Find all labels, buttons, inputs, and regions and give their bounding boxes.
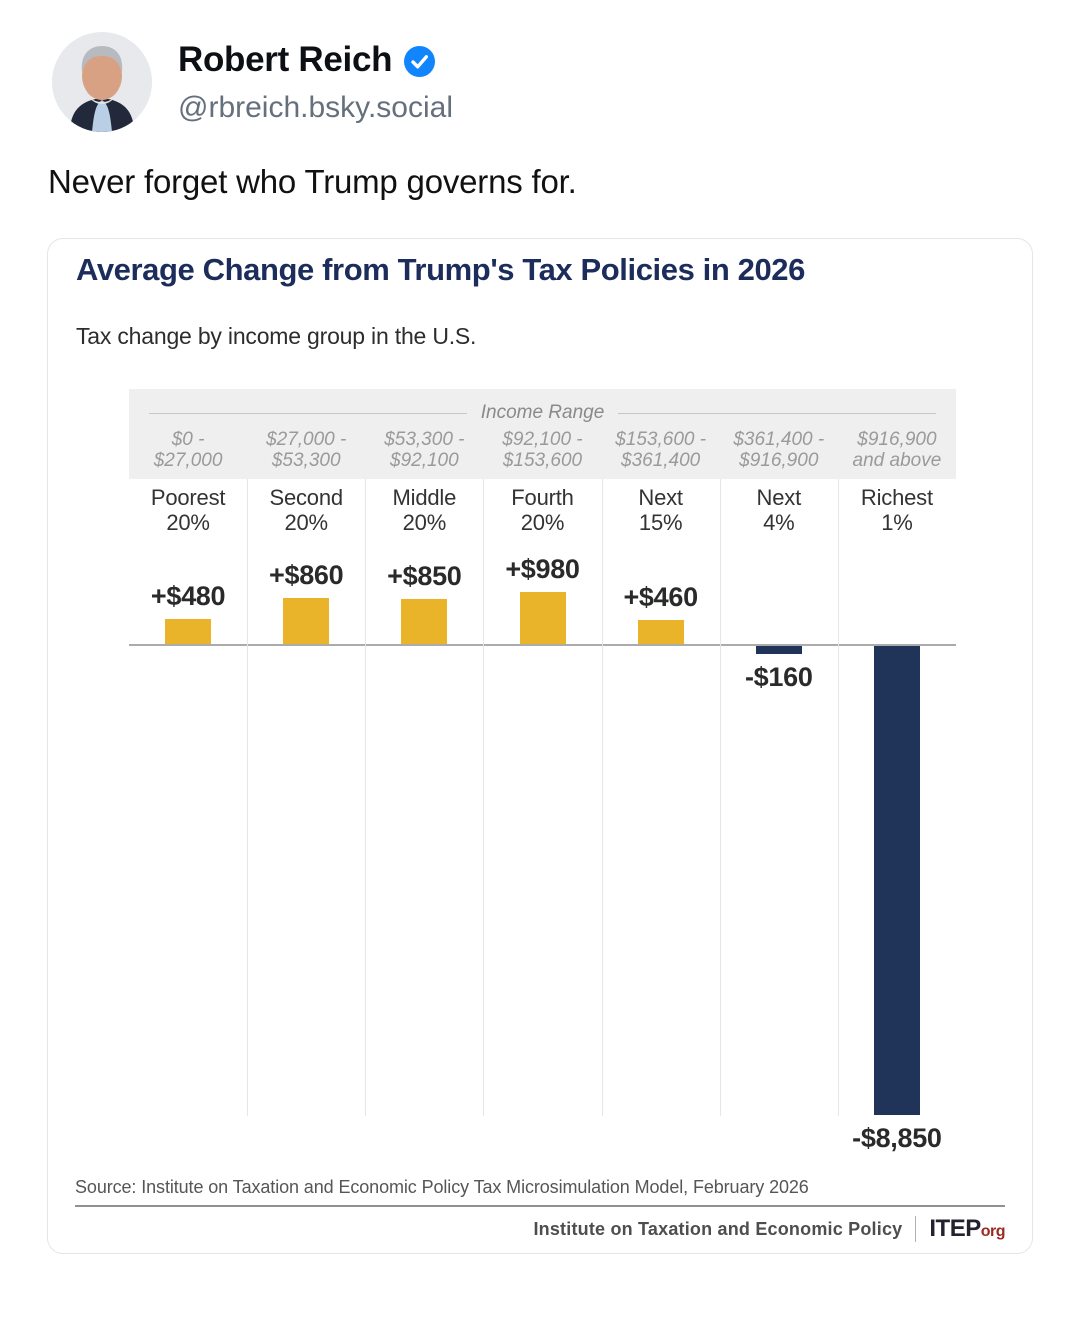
category-label: Poorest 20% — [150, 485, 226, 535]
chart-title: Average Change from Trump's Tax Policies… — [76, 252, 805, 287]
avatar[interactable] — [52, 32, 152, 132]
bar — [165, 619, 212, 644]
bar — [755, 646, 802, 654]
column-gridline — [837, 479, 839, 1116]
column-gridline — [365, 479, 367, 1116]
income-range-band: Income Range $0 - $27,000 $27,000 - $53,3… — [129, 389, 956, 479]
value-label: -$160 — [744, 662, 813, 692]
post-text: Never forget who Trump governs for. — [48, 163, 577, 200]
category-label: Next 4% — [756, 485, 802, 535]
category-label: Fourth 20% — [511, 485, 574, 535]
footer-vertical-divider — [915, 1216, 917, 1242]
income-range-cell: $916,900 and above — [852, 429, 942, 471]
author-handle[interactable]: @rbreich.bsky.social — [178, 91, 453, 124]
income-range-header: Income Range — [129, 389, 956, 424]
income-range-label: Income Range — [480, 402, 605, 423]
header-line-left — [149, 412, 467, 414]
bar — [283, 598, 330, 644]
bar — [873, 646, 920, 1115]
bar — [637, 620, 684, 644]
income-range-cell: $361,400 - $916,900 — [733, 429, 825, 471]
source-note: Source: Institute on Taxation and Econom… — [75, 1177, 809, 1197]
bar — [519, 592, 566, 644]
header-line-right — [618, 412, 937, 414]
itep-logo: ITEPorg — [929, 1215, 1005, 1243]
income-range-cell: $53,300 - $92,100 — [384, 429, 465, 471]
income-ranges-row: $0 - $27,000 $27,000 - $53,300 $53,300 - $… — [129, 429, 956, 471]
category-label: Next 15% — [638, 485, 683, 535]
income-range-cell: $27,000 - $53,300 — [266, 429, 347, 471]
value-label: -$8,850 — [852, 1123, 942, 1153]
zero-baseline — [129, 644, 956, 646]
value-label: +$860 — [269, 560, 344, 590]
bar — [401, 599, 448, 644]
income-range-cell: $92,100 - $153,600 — [502, 429, 583, 471]
column-gridline — [719, 479, 721, 1116]
column-gridline — [601, 479, 603, 1116]
chart-image-card[interactable]: Average Change from Trump's Tax Policies… — [47, 238, 1033, 1254]
verified-badge-icon — [404, 46, 436, 77]
footer-divider — [75, 1205, 1005, 1207]
category-label: Middle 20% — [392, 485, 457, 535]
itep-logo-text: ITEP — [929, 1215, 981, 1242]
footer-org-name: Institute on Taxation and Economic Polic… — [533, 1218, 903, 1239]
itep-logo-suffix: org — [980, 1223, 1006, 1240]
column-gridline — [483, 479, 485, 1116]
value-label: +$850 — [387, 561, 462, 591]
avatar-photo — [52, 32, 152, 132]
author-name[interactable]: Robert Reich — [178, 40, 393, 79]
income-range-cell: $0 - $27,000 — [153, 429, 223, 471]
value-label: +$460 — [623, 582, 698, 612]
category-label: Richest 1% — [860, 485, 933, 535]
column-gridline — [247, 479, 249, 1116]
category-label: Second 20% — [269, 485, 344, 535]
value-label: +$980 — [505, 554, 580, 584]
chart-footer: Institute on Taxation and Economic Polic… — [533, 1215, 1006, 1243]
chart-subtitle: Tax change by income group in the U.S. — [76, 323, 477, 349]
income-range-cell: $153,600 - $361,400 — [615, 429, 707, 471]
value-label: +$480 — [150, 581, 226, 611]
plot-area: Poorest 20% +$480 Second 20% +$860 Middle 20… — [129, 479, 956, 1161]
